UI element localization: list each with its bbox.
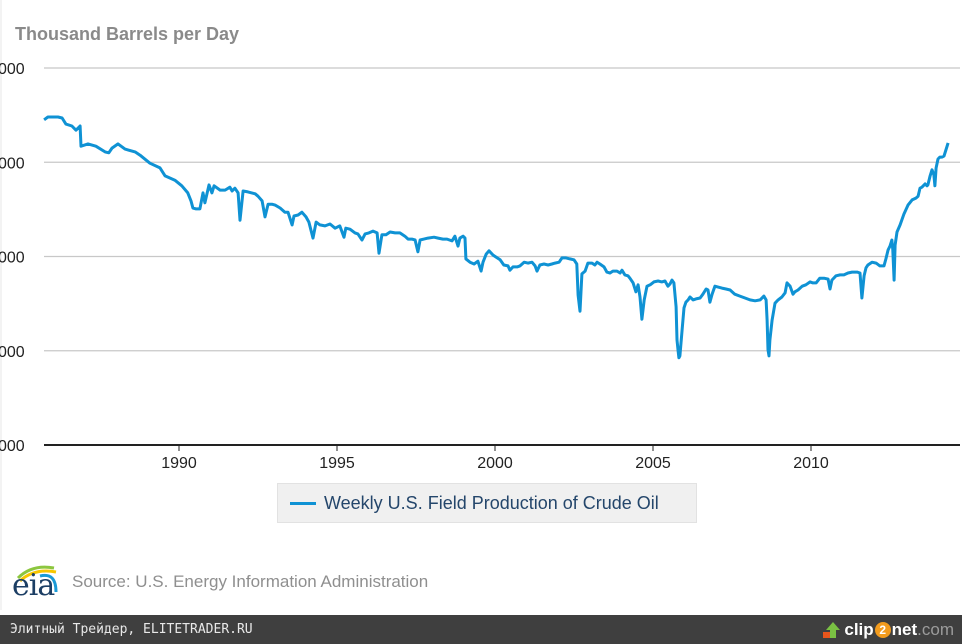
clip2net-brand[interactable]: clip 2 net .com [822,620,954,640]
y-tick-label: 000 [0,438,25,455]
chart-plot: 000 000 000 000 000 1990 1995 2000 2005 2010 [0,61,960,472]
x-tick-label: 2010 [793,455,829,472]
source-text: Source: U.S. Energy Information Administ… [72,572,429,591]
series-line-crude-oil-production [43,115,950,360]
upload-arrow-icon [823,621,841,638]
eia-logo: eia [10,562,62,603]
legend-label: Weekly U.S. Field Production of Crude Oi… [324,492,659,513]
series-layer [43,115,950,360]
brand-clip: clip [844,619,874,639]
gridlines [44,67,960,352]
eia-logo-text: eia [12,568,55,603]
y-tick-label: 000 [0,250,25,267]
x-tick-label: 1990 [161,455,197,472]
y-tick-label: 000 [0,155,25,172]
source-credit: eia Source: U.S. Energy Information Admi… [10,562,429,603]
brand-two-badge: 2 [874,621,891,638]
y-tick-label: 000 [0,344,25,361]
y-axis-unit-title: Thousand Barrels per Day [15,24,240,44]
left-edge-strip [0,0,2,610]
legend-line-swatch-icon [290,501,316,505]
footer-bar: Элитный Трейдер, ELITETRADER.RU clip 2 n… [0,615,962,644]
x-tick-label: 2005 [635,455,671,472]
eia-swoosh-icon [16,565,58,593]
brand-domain: .com [917,619,954,639]
brand-net: net [891,619,918,639]
x-tick-label: 1995 [319,455,355,472]
legend[interactable]: Weekly U.S. Field Production of Crude Oi… [277,483,697,523]
x-axis: 1990 1995 2000 2005 2010 [44,444,960,472]
watermark-text: Элитный Трейдер, ELITETRADER.RU [10,622,253,637]
y-tick-label: 000 [0,61,25,78]
x-tick-label: 2000 [477,455,513,472]
y-axis-labels: 000 000 000 000 000 [0,61,25,455]
